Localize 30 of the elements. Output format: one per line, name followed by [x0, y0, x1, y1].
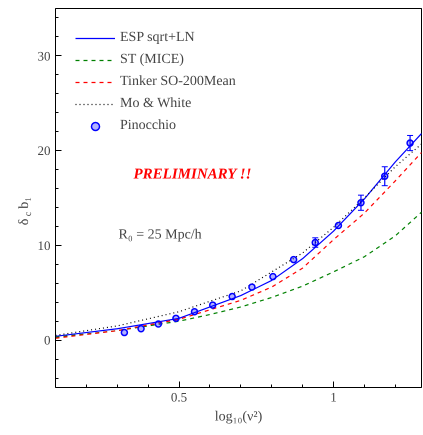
point: [154, 320, 162, 328]
x-tick-label: 0.5: [170, 390, 188, 404]
y-tick-label: 20: [38, 143, 50, 158]
x-axis-title: log₁₀(ν²): [214, 410, 263, 424]
point: [334, 222, 342, 230]
legend-label: ESP sqrt+LN: [120, 30, 195, 46]
point: [269, 272, 277, 280]
legend-label: Tinker SO-200Mean: [120, 74, 236, 90]
legend-label: Mo & White: [120, 96, 192, 112]
y-axis-title: δc b₁: [17, 196, 34, 226]
y-tick-label: 30: [38, 48, 50, 64]
line-series: [56, 212, 422, 338]
point: [137, 325, 145, 332]
point: [406, 139, 414, 147]
annotation: R₀ = 25 Mpc/h: [118, 228, 202, 242]
x-tick-label: 1: [330, 390, 337, 404]
point: [228, 292, 236, 300]
point: [357, 198, 365, 206]
point: [248, 283, 256, 291]
point: [172, 314, 180, 322]
point: [380, 172, 388, 180]
point: [208, 301, 216, 309]
point: [290, 256, 298, 264]
point: [190, 308, 198, 316]
y-tick-label: 0: [44, 332, 50, 348]
annotation: PRELIMINARY !!: [134, 166, 252, 182]
point: [120, 328, 128, 336]
legend-label: ST (MICE): [120, 52, 184, 68]
y-tick-label: 10: [38, 238, 50, 253]
legend-label: Pinocchio: [120, 118, 176, 134]
